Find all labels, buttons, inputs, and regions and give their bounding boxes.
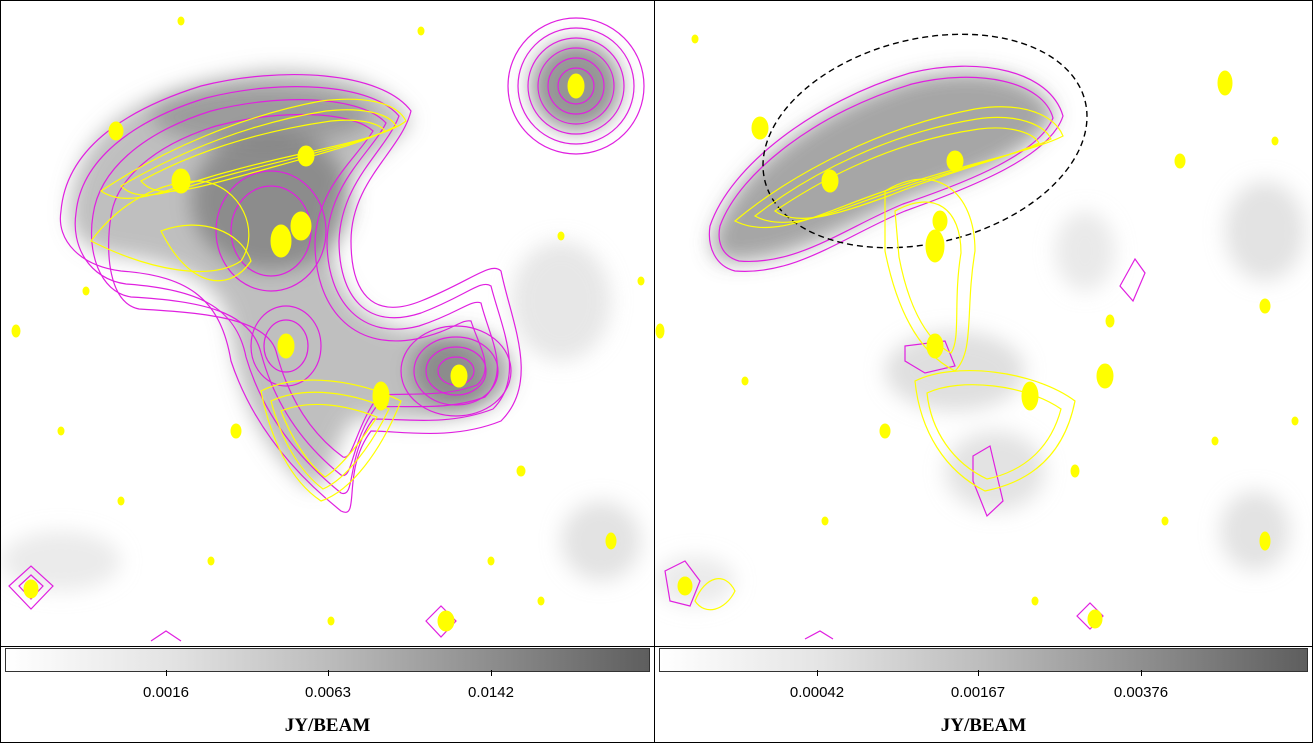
right-colorbar-tick	[1141, 670, 1142, 676]
right-yellow-contours	[694, 106, 1076, 611]
left-grayscale-emission	[1, 41, 641, 591]
left-yellow-sources	[11, 16, 645, 632]
right-radio-image	[655, 1, 1312, 647]
left-yellow-contours	[90, 98, 407, 502]
right-colorbar-tick-label: 0.00042	[789, 684, 845, 701]
left-radio-image	[1, 1, 654, 647]
left-colorbar-unit: JY/BEAM	[284, 715, 371, 736]
right-colorbar-unit: JY/BEAM	[940, 715, 1027, 736]
right-grayscale-emission	[655, 72, 1305, 606]
left-colorbar-tick	[328, 670, 329, 676]
right-panel: 0.00042 0.00167 0.00376 JY/BEAM	[654, 0, 1313, 743]
left-magenta-contours	[8, 17, 645, 642]
left-colorbar-tick-label: 0.0063	[305, 684, 351, 701]
left-panel: 0.0016 0.0063 0.0142 JY/BEAM	[0, 0, 655, 743]
left-contour-map	[1, 16, 645, 642]
right-colorbar-tick	[978, 670, 979, 676]
left-colorbar-tick-label: 0.0016	[143, 684, 189, 701]
left-colorbar-tick	[491, 670, 492, 676]
right-colorbar-tick-label: 0.00376	[1113, 684, 1169, 701]
left-colorbar-tick-label: 0.0142	[468, 684, 514, 701]
right-colorbar-tick	[817, 670, 818, 676]
left-colorbar	[5, 648, 650, 672]
right-colorbar-tick-label: 0.00167	[950, 684, 1006, 701]
left-colorbar-tick	[166, 670, 167, 676]
right-colorbar	[659, 648, 1308, 672]
right-yellow-sources	[655, 34, 1299, 629]
right-contour-map	[655, 33, 1305, 640]
